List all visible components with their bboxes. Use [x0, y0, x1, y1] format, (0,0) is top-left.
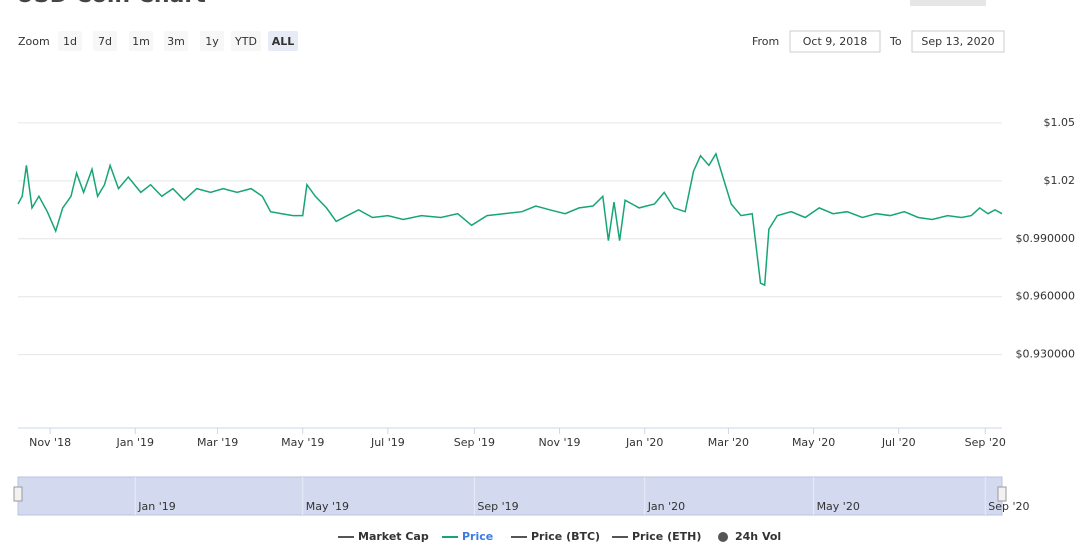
legend-label[interactable]: Price	[462, 530, 493, 543]
navigator-label: Jan '20	[647, 500, 685, 513]
zoom-button-label[interactable]: ALL	[272, 35, 295, 48]
y-tick-label: $0.990000	[1016, 232, 1076, 245]
to-label: To	[889, 35, 902, 48]
x-tick-label: May '19	[281, 436, 324, 449]
x-tick-label: Jan '19	[116, 436, 154, 449]
to-input[interactable]	[911, 30, 1005, 53]
navigator-label: May '19	[306, 500, 349, 513]
x-tick-label: Sep '20	[965, 436, 1006, 449]
zoom-button[interactable]	[58, 31, 82, 51]
zoom-button-label[interactable]: 1d	[63, 35, 77, 48]
navigator-handle[interactable]	[997, 486, 1007, 502]
chart-title: USD Coin Chart	[16, 0, 206, 8]
zoom-button-label[interactable]: YTD	[234, 35, 257, 48]
zoom-button-label[interactable]: 1y	[205, 35, 219, 48]
to-value[interactable]: Sep 13, 2020	[921, 35, 994, 48]
from-value[interactable]: Oct 9, 2018	[803, 35, 868, 48]
x-tick-label: Mar '19	[197, 436, 238, 449]
legend-label[interactable]: 24h Vol	[735, 530, 781, 543]
zoom-button[interactable]	[200, 31, 224, 51]
y-tick-label: $0.930000	[1016, 348, 1076, 361]
navigator-label: Sep '20	[988, 500, 1029, 513]
zoom-button[interactable]	[268, 31, 298, 51]
zoom-button-label[interactable]: 3m	[167, 35, 185, 48]
x-tick-label: Nov '19	[539, 436, 581, 449]
x-tick-label: Jul '19	[370, 436, 405, 449]
navigator-handle[interactable]	[13, 486, 23, 502]
x-tick-label: Jan '20	[625, 436, 663, 449]
x-tick-label: Nov '18	[29, 436, 71, 449]
zoom-button[interactable]	[164, 31, 188, 51]
navigator-label: Sep '19	[477, 500, 518, 513]
from-input[interactable]	[789, 30, 881, 53]
legend-marker[interactable]	[718, 532, 728, 542]
x-tick-label: Sep '19	[454, 436, 495, 449]
zoom-button[interactable]	[231, 31, 261, 51]
zoom-button[interactable]	[93, 31, 117, 51]
y-tick-label: $1.02	[1044, 174, 1076, 187]
zoom-button[interactable]	[129, 31, 153, 51]
x-tick-label: Jul '20	[881, 436, 916, 449]
navigator-label: Jan '19	[137, 500, 175, 513]
x-tick-label: May '20	[792, 436, 835, 449]
y-tick-label: $0.960000	[1016, 290, 1076, 303]
x-tick-label: Mar '20	[708, 436, 749, 449]
legend-label[interactable]: Market Cap	[358, 530, 429, 543]
zoom-button-label[interactable]: 7d	[98, 35, 112, 48]
navigator-label: May '20	[817, 500, 860, 513]
price-line	[17, 151, 1003, 287]
y-tick-label: $1.05	[1044, 116, 1076, 129]
from-label: From	[752, 35, 779, 48]
legend-label[interactable]: Price (ETH)	[632, 530, 701, 543]
top-button[interactable]	[910, 0, 986, 6]
zoom-button-label[interactable]: 1m	[132, 35, 150, 48]
zoom-label: Zoom	[18, 35, 50, 48]
legend-label[interactable]: Price (BTC)	[531, 530, 600, 543]
